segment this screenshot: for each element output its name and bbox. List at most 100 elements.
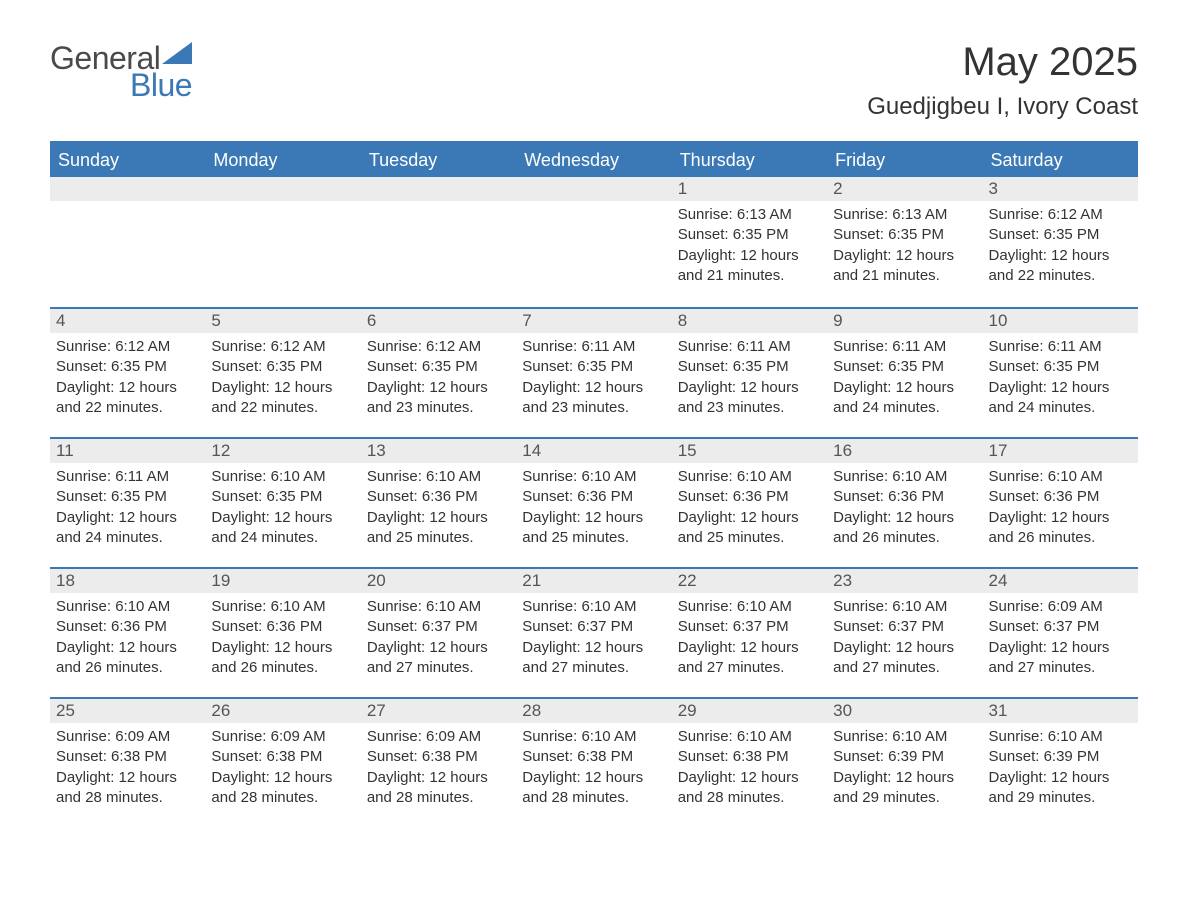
sunset-line: Sunset: 6:39 PM: [989, 747, 1132, 767]
sunrise-line: Sunrise: 6:10 AM: [522, 727, 665, 747]
sunrise-line: Sunrise: 6:10 AM: [367, 597, 510, 617]
daylight-line: Daylight: 12 hours and 21 minutes.: [833, 246, 976, 287]
day-number: 21: [516, 567, 671, 593]
sunrise-line: Sunrise: 6:12 AM: [367, 337, 510, 357]
day-content: Sunrise: 6:10 AMSunset: 6:38 PMDaylight:…: [516, 723, 671, 812]
sunset-line: Sunset: 6:36 PM: [367, 487, 510, 507]
daylight-line: Daylight: 12 hours and 28 minutes.: [522, 768, 665, 809]
calendar-row: 4Sunrise: 6:12 AMSunset: 6:35 PMDaylight…: [50, 307, 1138, 437]
calendar-cell: 20Sunrise: 6:10 AMSunset: 6:37 PMDayligh…: [361, 567, 516, 697]
calendar-cell: 14Sunrise: 6:10 AMSunset: 6:36 PMDayligh…: [516, 437, 671, 567]
sunrise-line: Sunrise: 6:13 AM: [833, 205, 976, 225]
sunset-line: Sunset: 6:38 PM: [56, 747, 199, 767]
daylight-line: Daylight: 12 hours and 24 minutes.: [989, 378, 1132, 419]
title-block: May 2025 Guedjigbeu I, Ivory Coast: [867, 40, 1138, 121]
daylight-line: Daylight: 12 hours and 27 minutes.: [678, 638, 821, 679]
day-content: Sunrise: 6:12 AMSunset: 6:35 PMDaylight:…: [983, 201, 1138, 290]
sunset-line: Sunset: 6:35 PM: [833, 225, 976, 245]
day-number: 9: [827, 307, 982, 333]
day-number: 3: [983, 177, 1138, 201]
sunset-line: Sunset: 6:37 PM: [833, 617, 976, 637]
day-content: Sunrise: 6:10 AMSunset: 6:37 PMDaylight:…: [672, 593, 827, 682]
daylight-line: Daylight: 12 hours and 28 minutes.: [211, 768, 354, 809]
sunset-line: Sunset: 6:37 PM: [522, 617, 665, 637]
calendar-cell: 17Sunrise: 6:10 AMSunset: 6:36 PMDayligh…: [983, 437, 1138, 567]
sunrise-line: Sunrise: 6:09 AM: [211, 727, 354, 747]
sunset-line: Sunset: 6:35 PM: [522, 357, 665, 377]
day-content: Sunrise: 6:10 AMSunset: 6:37 PMDaylight:…: [827, 593, 982, 682]
sunrise-line: Sunrise: 6:13 AM: [678, 205, 821, 225]
day-content: Sunrise: 6:10 AMSunset: 6:37 PMDaylight:…: [516, 593, 671, 682]
day-number: 20: [361, 567, 516, 593]
calendar-row: 1Sunrise: 6:13 AMSunset: 6:35 PMDaylight…: [50, 177, 1138, 307]
calendar-cell: [205, 177, 360, 307]
sunrise-line: Sunrise: 6:10 AM: [678, 727, 821, 747]
sunset-line: Sunset: 6:36 PM: [678, 487, 821, 507]
sunset-line: Sunset: 6:35 PM: [56, 487, 199, 507]
calendar-cell: 7Sunrise: 6:11 AMSunset: 6:35 PMDaylight…: [516, 307, 671, 437]
day-number: 1: [672, 177, 827, 201]
calendar-cell: 25Sunrise: 6:09 AMSunset: 6:38 PMDayligh…: [50, 697, 205, 827]
sunrise-line: Sunrise: 6:10 AM: [833, 467, 976, 487]
sunset-line: Sunset: 6:35 PM: [989, 357, 1132, 377]
calendar-cell: [50, 177, 205, 307]
daylight-line: Daylight: 12 hours and 25 minutes.: [367, 508, 510, 549]
page-title: May 2025: [867, 40, 1138, 85]
day-content: Sunrise: 6:10 AMSunset: 6:36 PMDaylight:…: [516, 463, 671, 552]
sunset-line: Sunset: 6:35 PM: [678, 357, 821, 377]
empty-day-header: [516, 177, 671, 201]
daylight-line: Daylight: 12 hours and 24 minutes.: [211, 508, 354, 549]
calendar-cell: 18Sunrise: 6:10 AMSunset: 6:36 PMDayligh…: [50, 567, 205, 697]
day-content: Sunrise: 6:12 AMSunset: 6:35 PMDaylight:…: [50, 333, 205, 422]
calendar-cell: 10Sunrise: 6:11 AMSunset: 6:35 PMDayligh…: [983, 307, 1138, 437]
day-number: 6: [361, 307, 516, 333]
day-content: Sunrise: 6:10 AMSunset: 6:36 PMDaylight:…: [50, 593, 205, 682]
calendar-cell: 6Sunrise: 6:12 AMSunset: 6:35 PMDaylight…: [361, 307, 516, 437]
sunrise-line: Sunrise: 6:11 AM: [833, 337, 976, 357]
empty-day-header: [361, 177, 516, 201]
day-number: 14: [516, 437, 671, 463]
calendar-cell: 26Sunrise: 6:09 AMSunset: 6:38 PMDayligh…: [205, 697, 360, 827]
calendar-row: 18Sunrise: 6:10 AMSunset: 6:36 PMDayligh…: [50, 567, 1138, 697]
calendar-cell: 1Sunrise: 6:13 AMSunset: 6:35 PMDaylight…: [672, 177, 827, 307]
calendar-cell: 29Sunrise: 6:10 AMSunset: 6:38 PMDayligh…: [672, 697, 827, 827]
day-number: 17: [983, 437, 1138, 463]
day-content: Sunrise: 6:10 AMSunset: 6:38 PMDaylight:…: [672, 723, 827, 812]
daylight-line: Daylight: 12 hours and 29 minutes.: [989, 768, 1132, 809]
weekday-header: Wednesday: [516, 143, 671, 178]
day-number: 2: [827, 177, 982, 201]
sunrise-line: Sunrise: 6:12 AM: [211, 337, 354, 357]
calendar-cell: 22Sunrise: 6:10 AMSunset: 6:37 PMDayligh…: [672, 567, 827, 697]
sunset-line: Sunset: 6:38 PM: [522, 747, 665, 767]
daylight-line: Daylight: 12 hours and 28 minutes.: [56, 768, 199, 809]
day-number: 8: [672, 307, 827, 333]
sunrise-line: Sunrise: 6:10 AM: [833, 597, 976, 617]
day-content: Sunrise: 6:10 AMSunset: 6:36 PMDaylight:…: [827, 463, 982, 552]
sunrise-line: Sunrise: 6:10 AM: [989, 727, 1132, 747]
sunrise-line: Sunrise: 6:12 AM: [989, 205, 1132, 225]
day-number: 25: [50, 697, 205, 723]
weekday-header: Saturday: [983, 143, 1138, 178]
sunset-line: Sunset: 6:35 PM: [678, 225, 821, 245]
logo-triangle-icon: [162, 42, 192, 69]
calendar-cell: 13Sunrise: 6:10 AMSunset: 6:36 PMDayligh…: [361, 437, 516, 567]
calendar-body: 1Sunrise: 6:13 AMSunset: 6:35 PMDaylight…: [50, 177, 1138, 827]
calendar-cell: 31Sunrise: 6:10 AMSunset: 6:39 PMDayligh…: [983, 697, 1138, 827]
day-content: Sunrise: 6:10 AMSunset: 6:35 PMDaylight:…: [205, 463, 360, 552]
calendar-cell: 30Sunrise: 6:10 AMSunset: 6:39 PMDayligh…: [827, 697, 982, 827]
calendar-cell: [516, 177, 671, 307]
calendar-cell: 24Sunrise: 6:09 AMSunset: 6:37 PMDayligh…: [983, 567, 1138, 697]
calendar-cell: 27Sunrise: 6:09 AMSunset: 6:38 PMDayligh…: [361, 697, 516, 827]
weekday-header: Sunday: [50, 143, 205, 178]
day-number: 19: [205, 567, 360, 593]
daylight-line: Daylight: 12 hours and 25 minutes.: [522, 508, 665, 549]
page-subtitle: Guedjigbeu I, Ivory Coast: [867, 93, 1138, 121]
day-content: Sunrise: 6:11 AMSunset: 6:35 PMDaylight:…: [827, 333, 982, 422]
weekday-header: Thursday: [672, 143, 827, 178]
day-number: 28: [516, 697, 671, 723]
day-number: 23: [827, 567, 982, 593]
day-number: 16: [827, 437, 982, 463]
daylight-line: Daylight: 12 hours and 28 minutes.: [678, 768, 821, 809]
logo-text-blue: Blue: [130, 67, 192, 104]
daylight-line: Daylight: 12 hours and 22 minutes.: [56, 378, 199, 419]
